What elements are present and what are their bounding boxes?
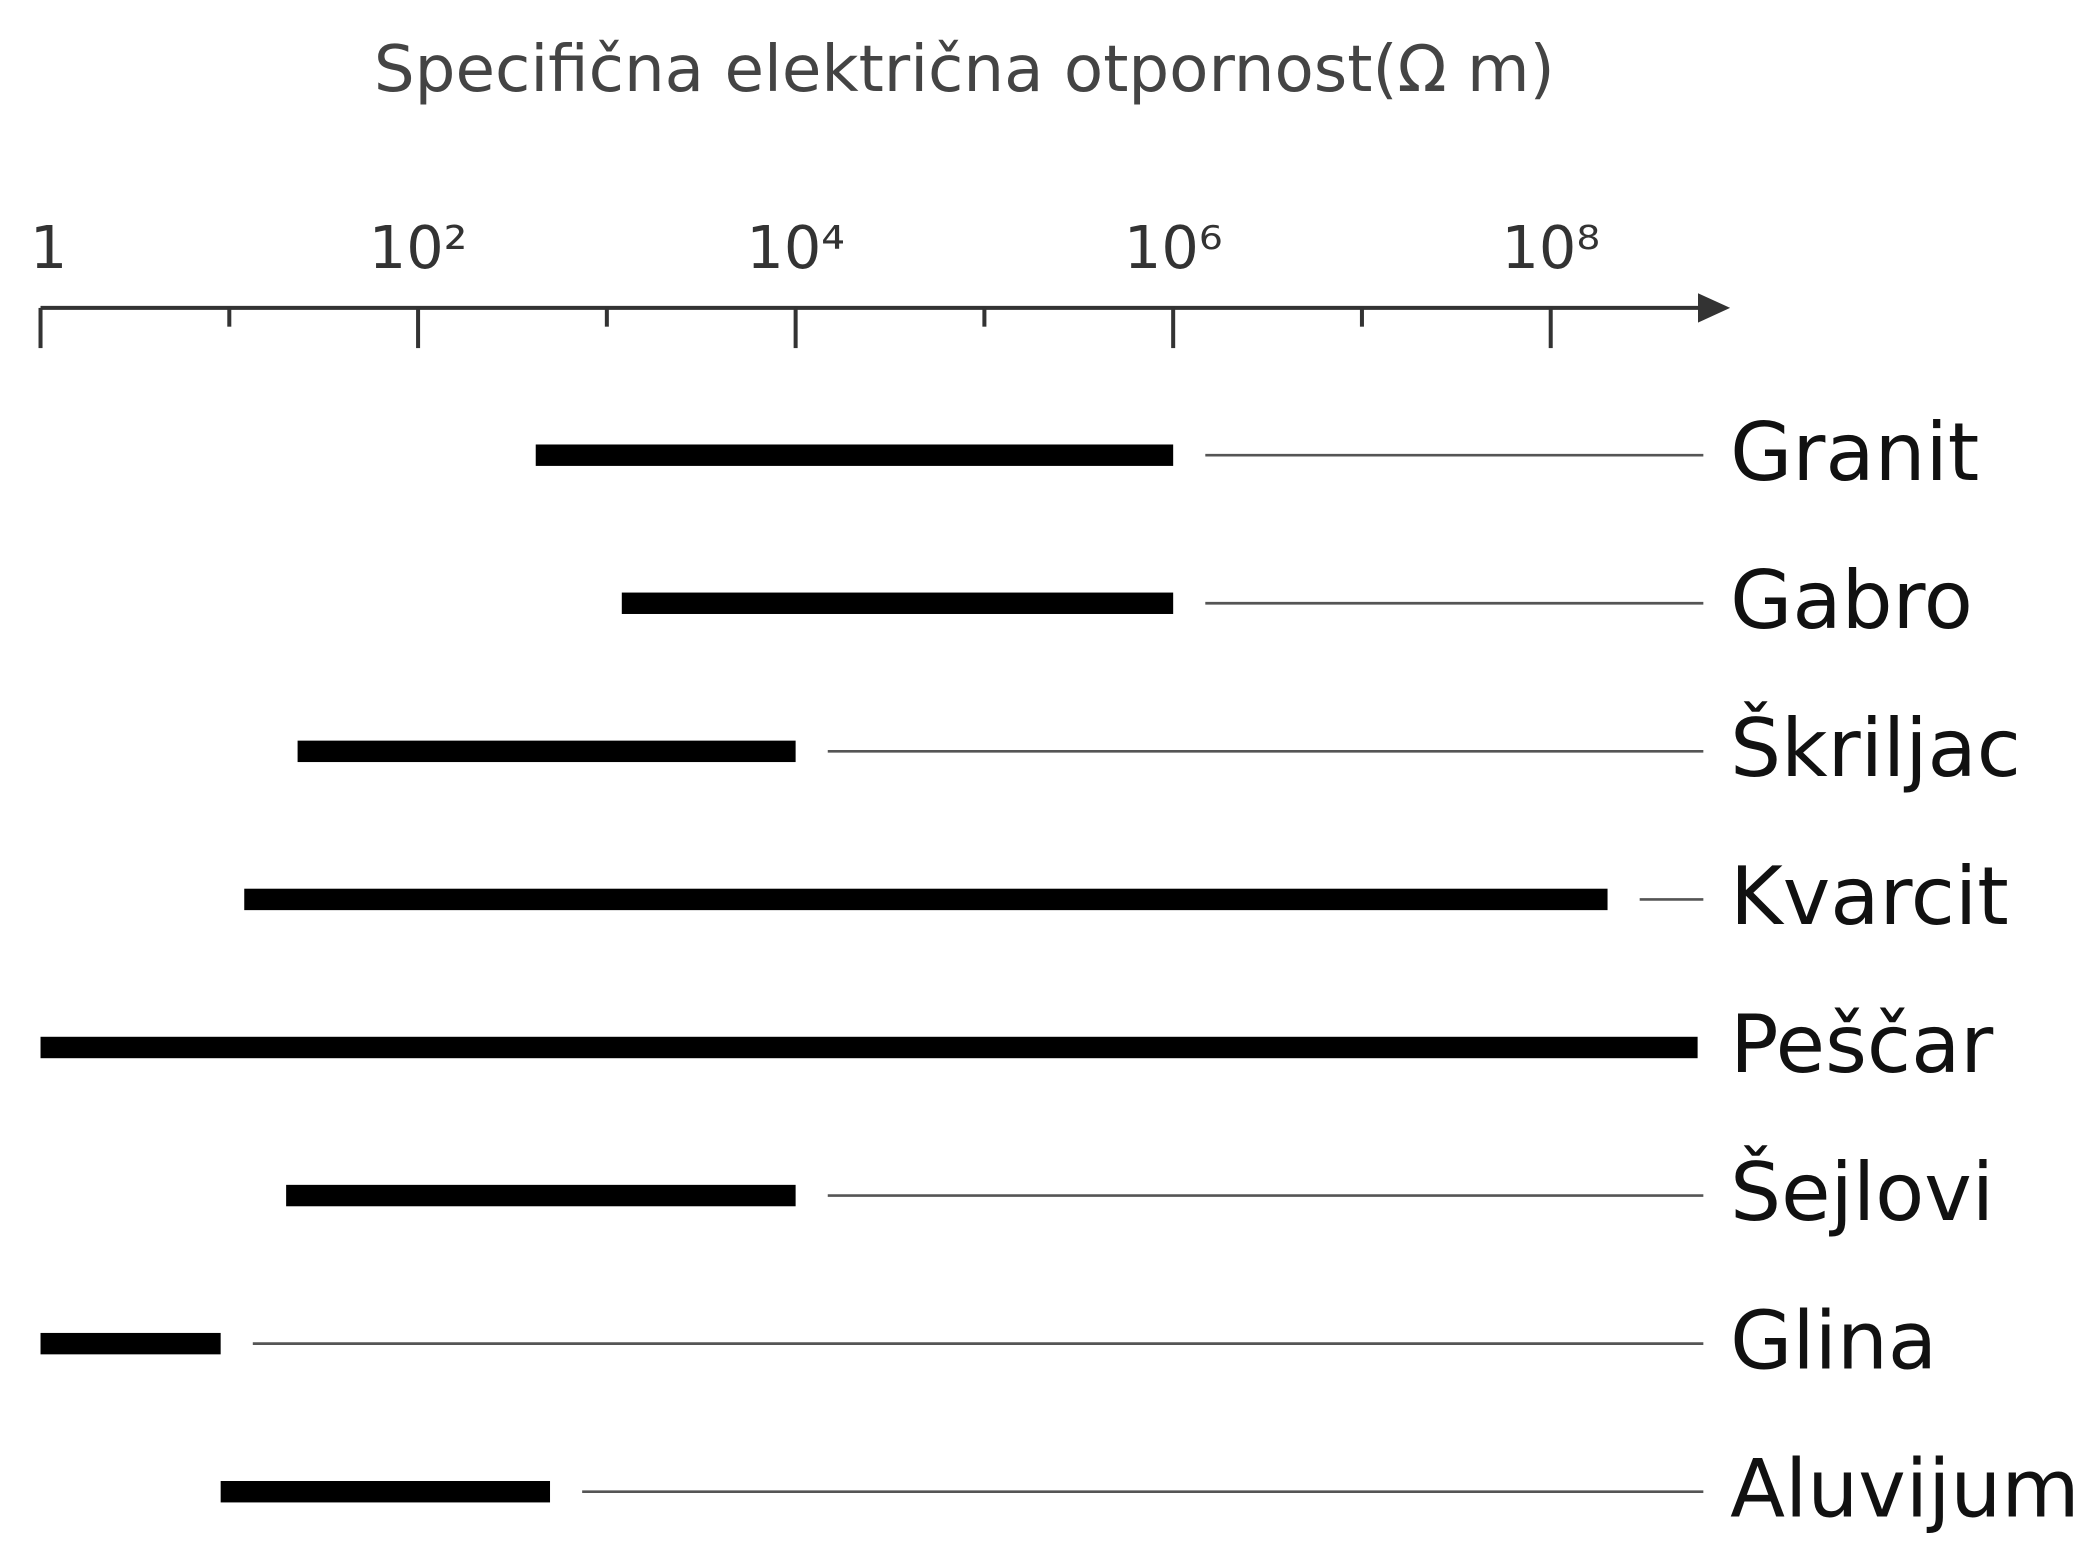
category-label: Kvarcit [1730,849,2009,943]
range-bar [220,1481,551,1503]
category-label: Šejlovi [1730,1145,1994,1239]
range-bar [244,888,1608,911]
range-bar [286,1184,796,1207]
x-tick-label: 1 [30,213,67,282]
x-tick-label: 10⁴ [746,213,845,282]
range-bar [621,592,1174,614]
x-tick-label: 10⁸ [1501,213,1600,282]
x-tick-label: 10² [369,213,468,282]
category-label: Gabro [1730,553,1973,647]
range-bar [535,444,1174,466]
category-label: Glina [1730,1293,1937,1387]
category-label: Aluvijum [1730,1441,2079,1535]
range-bar [40,1332,221,1355]
axis-title: Specifična električna otpornost(Ω m) [374,32,1555,107]
axis-arrow [1697,293,1731,323]
category-label: Granit [1730,405,1979,499]
range-bar [40,1036,1698,1059]
category-label: Škriljac [1730,701,2021,795]
range-bar [297,740,796,763]
category-label: Peščar [1730,997,1994,1091]
x-tick-label: 10⁶ [1124,213,1223,282]
